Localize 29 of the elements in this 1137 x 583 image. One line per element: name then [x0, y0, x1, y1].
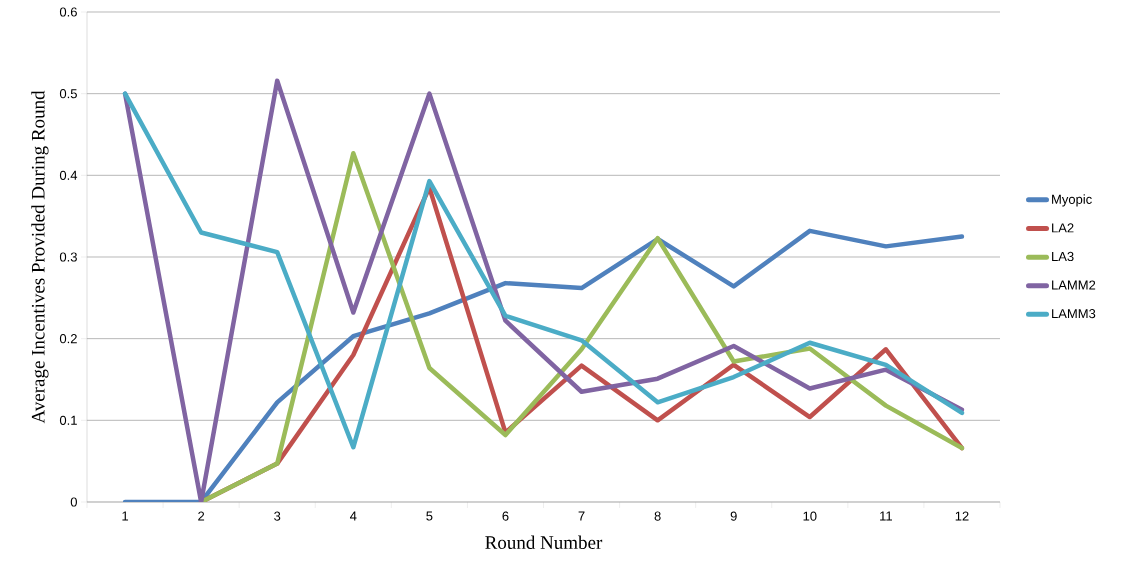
y-tick-label: 0.6: [59, 7, 77, 17]
y-tick-label: 0.1: [59, 415, 77, 425]
legend-label: LA2: [1052, 223, 1074, 233]
x-tick-label: 11: [880, 511, 892, 521]
x-tick-label: 8: [654, 511, 661, 521]
legend-label: LAMM2: [1052, 280, 1096, 290]
y-tick-label: 0.3: [59, 252, 77, 262]
line-series: [122, 91, 965, 450]
x-tick-label: 12: [955, 511, 969, 521]
y-tick-label: 0.4: [59, 170, 78, 180]
y-tick-label: 0.5: [59, 89, 77, 99]
x-tick-label: 1: [122, 511, 129, 521]
x-tick-label: 9: [730, 511, 737, 521]
x-tick-label: 6: [502, 511, 509, 521]
legend-label: LAMM3: [1052, 309, 1096, 319]
line-series: [122, 228, 965, 502]
legend-label: Myopic: [1052, 194, 1092, 207]
x-tick-label: 4: [349, 511, 357, 521]
y-axis-title: Average Incentives Provided During Round: [31, 90, 49, 424]
x-tick-label: 7: [578, 511, 585, 521]
x-axis-title: Round Number: [485, 535, 603, 549]
x-tick-label: 2: [198, 511, 205, 521]
y-tick-label: 0.2: [59, 334, 77, 344]
legend-label: LA3: [1052, 251, 1074, 262]
x-tick-label: 5: [426, 511, 433, 521]
line-series: [122, 78, 965, 502]
y-tick-label: 0: [70, 497, 77, 507]
x-tick-label: 10: [803, 511, 817, 521]
x-tick-label: 3: [274, 511, 281, 521]
